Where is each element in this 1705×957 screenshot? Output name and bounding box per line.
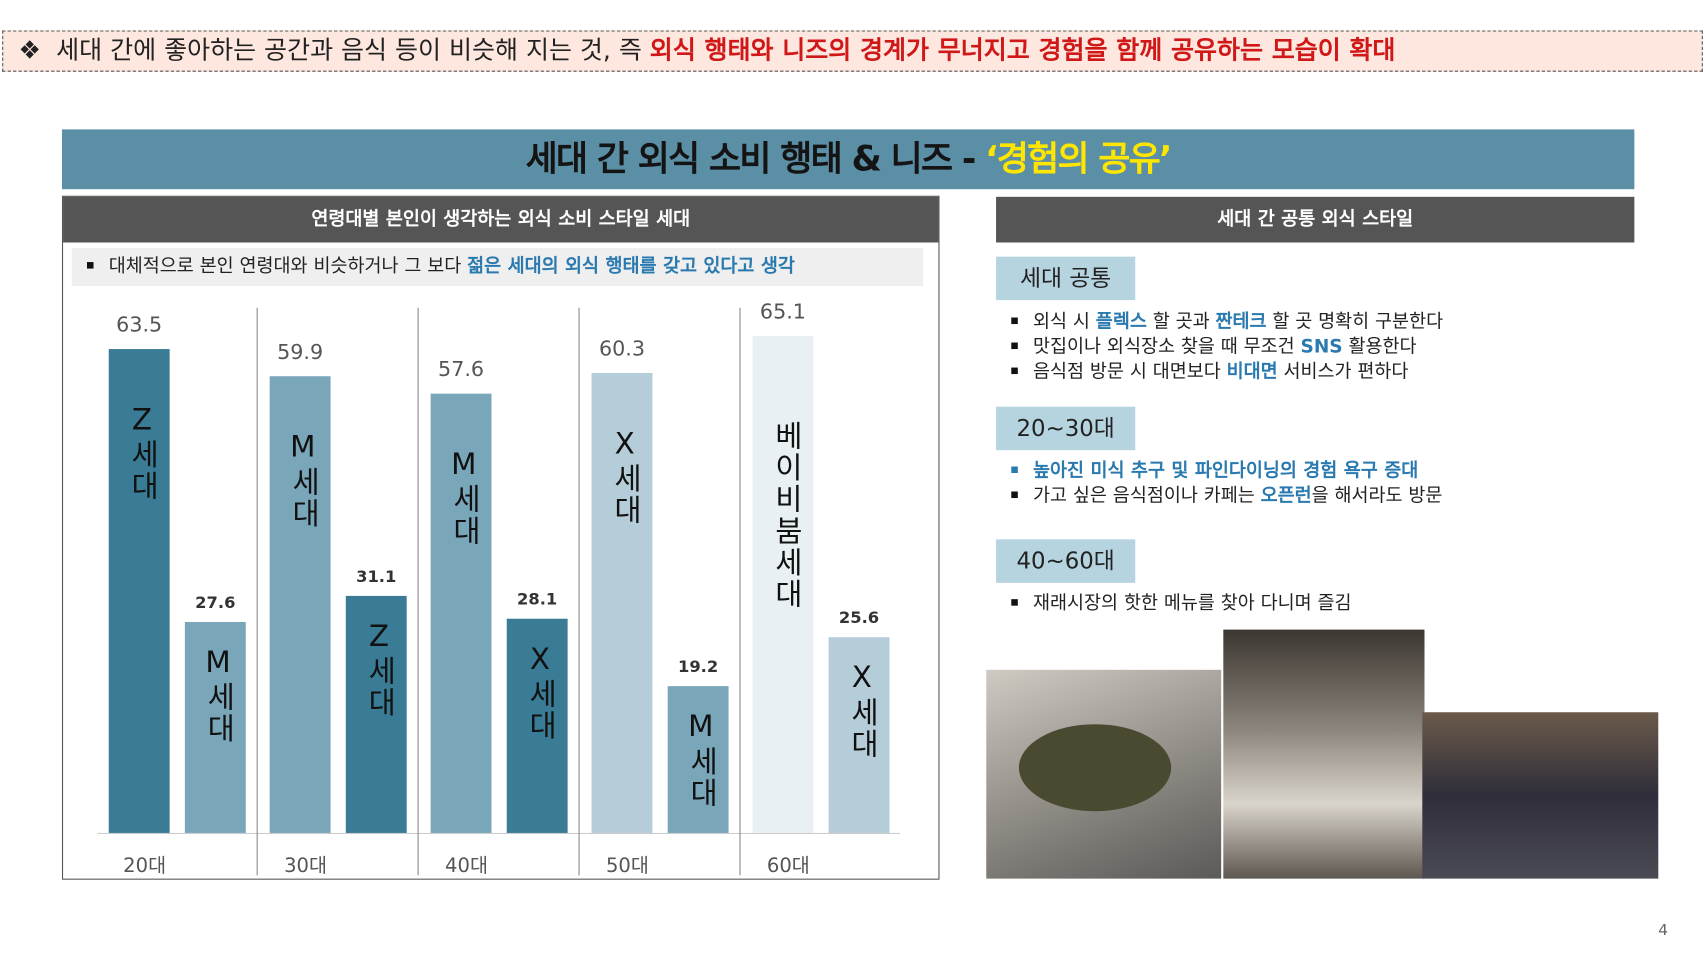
bar-label: X세대 [523, 642, 557, 742]
text-run: 맛집이나 외식장소 찾을 때 무조건 [1033, 336, 1301, 358]
bar-label: M세대 [683, 710, 718, 810]
value-label: 57.6 [438, 357, 485, 382]
text-run: 높아진 미식 추구 및 파인다이닝의 경험 욕구 증대 [1033, 459, 1419, 482]
group-separator [417, 307, 419, 876]
bullet: 높아진 미식 추구 및 파인다이닝의 경험 욕구 증대 [1007, 459, 1418, 484]
bar [591, 373, 653, 833]
banner: ❖ 세대 간에 좋아하는 공간과 음식 등이 비슷해 지는 것, 즉 외식 행태와… [2, 30, 1703, 72]
text-run: 재래시장의 핫한 메뉴를 찾아 다니며 즐김 [1033, 592, 1352, 615]
bullet-marker [1011, 465, 1018, 473]
text-run: 오픈런 [1260, 484, 1312, 507]
text-run: 음식점 방문 시 대면보다 [1033, 361, 1227, 383]
bullet: 외식 시 플렉스 할 곳과 짠테크 할 곳 명확히 구분한다 [1007, 310, 1443, 335]
text-run: 할 곳과 [1146, 310, 1216, 333]
bullet: 맛집이나 외식장소 찾을 때 무조건 SNS 활용한다 [1007, 335, 1417, 360]
x-tick-label: 30대 [284, 854, 328, 878]
bullet-marker [1011, 490, 1018, 498]
bar [506, 618, 568, 833]
bar-label: 베이비붐세대 [768, 421, 803, 611]
banner-text: 세대 간에 좋아하는 공간과 음식 등이 비슷해 지는 것, 즉 외식 행태와 … [56, 37, 1395, 65]
value-label: 27.6 [195, 593, 236, 613]
bullet-marker [1011, 598, 1018, 606]
text-run: 서비스가 편하다 [1277, 361, 1409, 383]
text-run: 을 해서라도 방문 [1311, 484, 1443, 507]
photo-store [1223, 629, 1425, 879]
bullet: 음식점 방문 시 대면보다 비대면 서비스가 편하다 [1007, 360, 1409, 385]
group-separator [739, 307, 741, 876]
photo-food [986, 669, 1222, 879]
bullet: 재래시장의 핫한 메뉴를 찾아 다니며 즐김 [1007, 592, 1352, 617]
bar-label: X세대 [607, 427, 642, 527]
text-run: 외식 시 [1033, 310, 1096, 333]
chart: 20대 63.5 Z세대 27.6 M세대 30대 59.9 M세대 31.1 Z세대 40대 57.… [97, 300, 901, 878]
bar-label: Z세대 [125, 402, 159, 502]
value-label: 59.9 [277, 340, 324, 365]
value-label: 19.2 [677, 657, 719, 677]
value-label: 31.1 [356, 566, 397, 586]
text-run: 비대면 [1226, 361, 1278, 383]
text-run: 세대 간 외식 소비 행태 & 니즈 - [525, 138, 986, 180]
x-tick-label: 60대 [766, 854, 810, 878]
banner-symbol: ❖ [18, 36, 41, 66]
section-heading: 20~30대 [996, 406, 1136, 451]
bar [184, 622, 246, 833]
bar [828, 637, 890, 833]
bar [667, 686, 729, 833]
text-run: ‘경험의 공유’ [985, 138, 1172, 180]
bullet: 가고 싶은 음식점이나 카페는 오픈런을 해서라도 방문 [1007, 484, 1443, 509]
value-label: 60.3 [598, 337, 645, 362]
bullet-marker [1011, 366, 1018, 374]
bar-label: M세대 [285, 430, 320, 530]
group-separator [578, 307, 580, 876]
text-run: 짠테크 [1215, 310, 1267, 333]
text-run: SNS [1300, 336, 1343, 358]
bar [269, 376, 331, 833]
photo-market [1422, 712, 1659, 879]
text-run: 젊은 세대의 외식 행태를 갖고 있다고 생각 [467, 255, 795, 278]
bar-label: M세대 [201, 646, 235, 746]
page-number: 4 [1658, 922, 1668, 940]
x-tick-label: 40대 [445, 854, 488, 878]
value-label: 28.1 [517, 589, 558, 609]
bar [108, 348, 170, 833]
right-panel-header: 세대 간 공통 외식 스타일 [996, 196, 1635, 243]
bar-label: Z세대 [362, 619, 396, 719]
section-heading: 세대 공통 [996, 256, 1136, 301]
value-label: 25.6 [838, 608, 880, 628]
photo-detail [1018, 724, 1172, 812]
bar [430, 393, 492, 833]
slide-title: 세대 간 외식 소비 행태 & 니즈 - ‘경험의 공유’ [61, 129, 1635, 190]
baseline [97, 832, 901, 835]
text-run: 할 곳 명확히 구분한다 [1266, 310, 1444, 333]
left-panel: 연령대별 본인이 생각하는 외식 소비 스타일 세대 [61, 195, 940, 880]
note: 대체적으로 본인 연령대와 비슷하거나 그 보다 젊은 세대의 외식 행태를 갖… [71, 247, 924, 286]
group-separator [256, 307, 258, 876]
section-heading: 40~60대 [996, 539, 1136, 583]
bar [345, 595, 407, 833]
text-run: 세대 간에 좋아하는 공간과 음식 등이 비슷해 지는 것, 즉 [56, 36, 650, 66]
value-label: 63.5 [116, 312, 163, 337]
note-text: 대체적으로 본인 연령대와 비슷하거나 그 보다 젊은 세대의 외식 행태를 갖… [109, 256, 795, 278]
text-run: 대체적으로 본인 연령대와 비슷하거나 그 보다 [108, 255, 468, 278]
bar-label: M세대 [446, 447, 481, 547]
bar [752, 336, 814, 833]
text-run: 가고 싶은 음식점이나 카페는 [1033, 484, 1261, 507]
value-label: 65.1 [759, 300, 806, 325]
text-run: 활용한다 [1342, 336, 1417, 358]
text-run: 플렉스 [1095, 310, 1147, 333]
bullet-marker [1011, 341, 1018, 349]
text-run: 외식 행태와 니즈의 경계가 무너지고 경험을 함께 공유하는 모습이 확대 [649, 36, 1396, 66]
bullet-marker [1011, 316, 1018, 324]
x-tick-label: 20대 [123, 854, 167, 878]
left-panel-header: 연령대별 본인이 생각하는 외식 소비 스타일 세대 [63, 196, 939, 243]
x-tick-label: 50대 [605, 854, 649, 878]
bar-label: X세대 [844, 661, 879, 761]
